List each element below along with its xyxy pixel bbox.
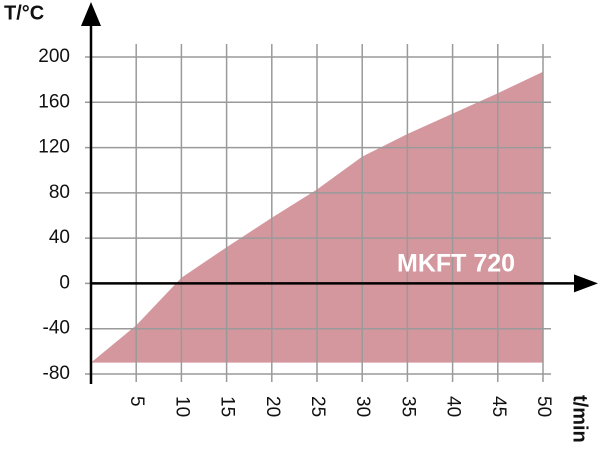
x-tick-label: 20	[262, 396, 283, 417]
y-tick-label: 80	[49, 182, 70, 203]
y-tick-label: 200	[38, 46, 70, 67]
y-tick-label: 160	[38, 91, 70, 112]
x-tick-label: 50	[533, 396, 554, 417]
x-tick-label: 30	[352, 396, 373, 417]
y-tick-label: 0	[59, 272, 70, 293]
x-tick-label: 5	[126, 396, 147, 407]
x-tick-label: 40	[443, 396, 464, 417]
y-axis-label: T/°C	[4, 2, 44, 24]
y-tick-label: -40	[43, 318, 70, 339]
x-tick-label: 25	[307, 396, 328, 417]
y-tick-label: 40	[49, 227, 70, 248]
x-axis-arrow	[574, 274, 598, 293]
x-tick-label: 35	[397, 396, 418, 417]
y-axis-arrow	[81, 2, 101, 26]
y-tick-label: 120	[38, 137, 70, 158]
x-tick-label: 45	[488, 396, 509, 417]
annotation: MKFT 720	[397, 250, 515, 278]
x-tick-label: 10	[171, 396, 192, 417]
y-tick-label: -80	[43, 363, 70, 384]
x-axis-label: t/min	[569, 395, 591, 443]
x-tick-label: 15	[217, 396, 238, 417]
